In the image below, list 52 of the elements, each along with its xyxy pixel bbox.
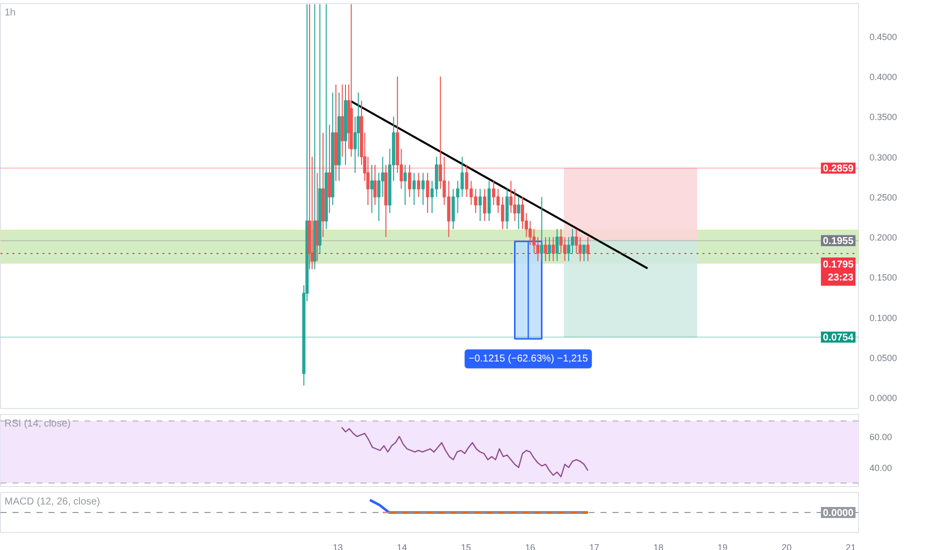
- ref-line-label: 0.0754: [822, 332, 854, 344]
- candlestick: [570, 228, 574, 254]
- candlestick: [540, 196, 544, 262]
- candlestick: [552, 236, 555, 262]
- bar: [514, 240, 542, 340]
- y-tick-label: 0.2500: [870, 192, 898, 202]
- candlestick: [421, 172, 425, 206]
- y-tick-label: 0.2000: [870, 232, 898, 243]
- candlestick: [520, 196, 524, 230]
- candlestick: [416, 172, 420, 198]
- candlestick: [370, 164, 374, 214]
- y-tick-label: 0.1500: [870, 272, 898, 283]
- ref-line-label: 0.1955: [822, 236, 854, 248]
- candlestick: [308, 4, 312, 270]
- ref-line-label: 0.2859: [822, 164, 854, 175]
- line-series: [341, 426, 588, 478]
- y-tick-label: 0.0500: [870, 352, 898, 363]
- candlestick: [582, 244, 586, 262]
- ref-line-label: 0.0000: [822, 508, 854, 519]
- candlestick: [483, 188, 486, 222]
- candlestick: [509, 180, 513, 214]
- candlestick: [492, 180, 496, 206]
- ref-line-label: 0.1795 23:23: [822, 260, 854, 284]
- candlestick: [559, 228, 563, 254]
- annotation: −0.1215 (−62.63%) −1,215: [468, 353, 588, 364]
- candlestick: [517, 196, 520, 230]
- candlestick: [426, 172, 430, 214]
- candlestick: [544, 236, 548, 262]
- y-tick-label: 0.4000: [870, 72, 898, 82]
- y-tick-label: 60.00: [870, 432, 892, 442]
- candlestick: [500, 196, 504, 230]
- candlestick: [555, 228, 559, 262]
- bar: [564, 240, 698, 338]
- bar: [564, 168, 698, 241]
- candlestick: [548, 236, 552, 262]
- chart-title: 1h: [4, 8, 16, 18]
- candlestick: [404, 164, 407, 206]
- y-tick-label: 0.4500: [870, 32, 898, 42]
- candlestick: [373, 164, 377, 206]
- y-tick-label: 0.0000: [870, 393, 898, 404]
- candlestick: [532, 228, 536, 254]
- y-tick-label: 0.3500: [870, 112, 898, 122]
- y-tick-label: 0.3000: [870, 152, 898, 162]
- candlestick: [412, 172, 416, 206]
- y-tick-label: 40.00: [870, 462, 892, 473]
- candlestick: [478, 188, 482, 222]
- candlestick: [408, 164, 412, 198]
- candlestick: [586, 236, 590, 262]
- y-tick-label: 0.1000: [870, 312, 898, 323]
- chart-title: MACD (12, 26, close): [4, 496, 100, 508]
- candlestick: [536, 236, 540, 262]
- chart-title: RSI (14, close): [4, 418, 71, 430]
